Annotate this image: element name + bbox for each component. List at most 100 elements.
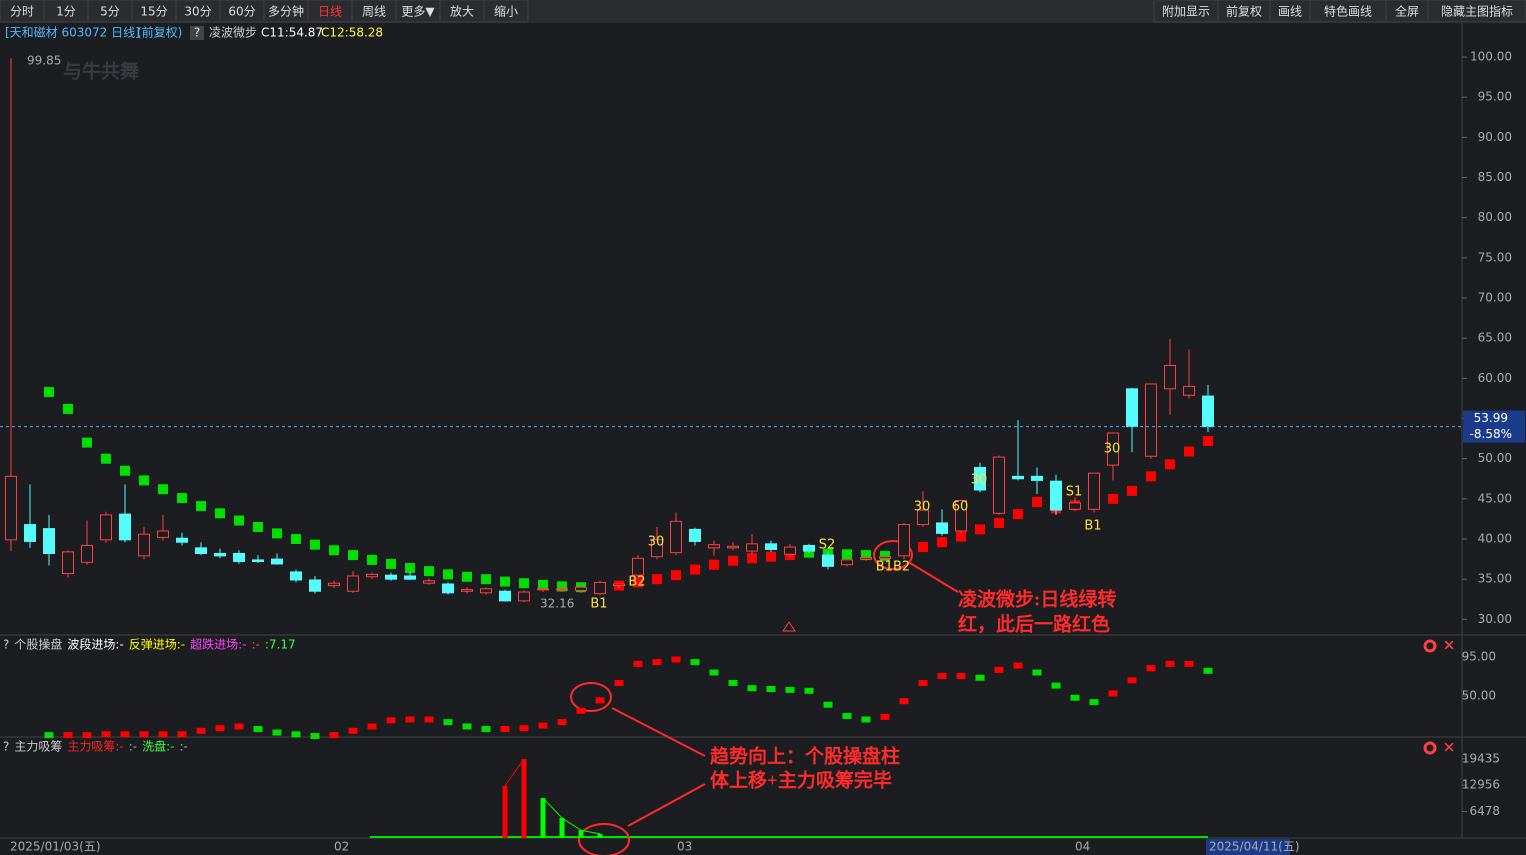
toolbar-button[interactable] [483, 0, 529, 23]
close-x[interactable]: ✕ [1443, 637, 1456, 655]
candle-body [955, 499, 967, 532]
signal-label: S1 [1066, 485, 1083, 500]
trail-block [918, 542, 928, 553]
toolbar-label[interactable]: 1分 [56, 5, 76, 19]
y-tick-label: 50.00 [1462, 689, 1496, 703]
indicator-block [1184, 660, 1194, 667]
toolbar-label[interactable]: 隐藏主图指标 [1441, 4, 1513, 19]
toolbar-label[interactable]: 全屏 [1395, 4, 1419, 19]
toolbar-label[interactable]: 缩小 [494, 4, 518, 19]
trail-block [215, 508, 225, 519]
signal-label: 30 [648, 535, 665, 550]
indicator-block [576, 707, 586, 714]
candle-body [347, 575, 359, 592]
trail-block [994, 517, 1004, 528]
signal-label: S2 [819, 538, 836, 553]
toolbar-label[interactable]: 30分 [184, 5, 211, 19]
change-pct: -8.58% [1470, 427, 1512, 441]
candle-body [1202, 395, 1214, 428]
y-tick-label: 75.00 [1478, 250, 1512, 264]
date-label: 2025/04/11(五) [1209, 840, 1300, 854]
trail-block [63, 403, 73, 414]
c2: C12:58.28 [321, 26, 383, 40]
candle-body [784, 546, 796, 555]
toolbar-label[interactable]: 前复权 [1226, 4, 1262, 19]
signal-label: 60 [952, 500, 969, 515]
toolbar-label[interactable]: 5分 [100, 5, 120, 19]
candle-body [271, 558, 283, 565]
signal-label: 30 [971, 473, 988, 488]
annotation: 体上移+主力吸筹完毕 [710, 768, 892, 791]
indicator-block [614, 679, 624, 686]
accumulation-bar [540, 798, 546, 838]
trail-block [538, 579, 548, 590]
indicator-block [424, 716, 434, 723]
panel-header: :- [180, 740, 188, 754]
toolbar-label[interactable]: 多分钟 [268, 4, 304, 19]
toolbar-button[interactable] [1427, 0, 1526, 23]
indicator-block [595, 697, 605, 704]
trail-block [709, 559, 719, 570]
toolbar-label[interactable]: 周线 [362, 5, 386, 19]
indicator-block [918, 679, 928, 686]
candle-body [613, 583, 625, 587]
toolbar-label[interactable]: 画线 [1278, 5, 1302, 19]
candle-body [765, 543, 777, 550]
help[interactable]: ? [194, 26, 200, 40]
annotation: 凌波微步:日线绿转 [958, 587, 1116, 610]
gear[interactable] [1423, 741, 1437, 755]
toolbar-label[interactable]: 分时 [10, 5, 34, 19]
trail-block [861, 550, 871, 561]
panel-header: 主力吸筹 [14, 740, 62, 754]
indicator-block [462, 723, 472, 730]
trail-block [196, 501, 206, 512]
candle-body [119, 513, 131, 541]
accumulation-bar [502, 785, 508, 838]
indicator-block [63, 732, 73, 739]
accumulation-line [504, 758, 525, 787]
gear[interactable] [1423, 639, 1437, 653]
toolbar-label[interactable]: 放大 [450, 4, 474, 19]
candle-body [1145, 383, 1157, 457]
candle-body [366, 573, 378, 578]
help-box[interactable] [190, 26, 204, 40]
trail-block [234, 515, 244, 526]
indicator-block [557, 719, 567, 726]
trail-block [272, 528, 282, 539]
panel-header: 反弹进场:- [129, 638, 185, 652]
panel-header: ? [3, 740, 9, 754]
trail-block [44, 387, 54, 398]
indicator-block [766, 686, 776, 693]
toolbar-label[interactable]: 15分 [140, 5, 167, 19]
gear-icons[interactable]: ✕ ✕ [1423, 637, 1456, 757]
indicator-block [1108, 690, 1118, 697]
y-tick-label: 65.00 [1478, 331, 1512, 345]
indicator-block [728, 679, 738, 686]
y-tick-label: 40.00 [1478, 532, 1512, 546]
toolbar-label[interactable]: 附加显示 [1162, 5, 1210, 19]
indicator-block [348, 727, 358, 734]
y-tick-label: 45.00 [1478, 491, 1512, 505]
accumulation-bar [559, 818, 565, 838]
close-x[interactable]: ✕ [1443, 739, 1456, 757]
candle-body [898, 524, 910, 557]
indicator-block [1127, 677, 1137, 684]
indicator-block [1146, 665, 1156, 672]
toolbar-label[interactable]: 更多▼ [401, 5, 435, 19]
trail-block [1165, 459, 1175, 470]
indicator-block [253, 726, 263, 733]
toolbar-label[interactable]: 日线 [318, 5, 342, 19]
y-tick-label: 12956 [1462, 778, 1500, 792]
indicator-block [481, 726, 491, 733]
trail-block [633, 577, 643, 588]
candle-body [689, 528, 701, 542]
toolbar-label[interactable]: 60分 [228, 5, 255, 19]
toolbar-label[interactable]: 特色画线 [1324, 4, 1372, 19]
indicator-block [538, 722, 548, 729]
circle [578, 823, 630, 855]
y-tick-label: 80.00 [1478, 210, 1512, 224]
y-tick-label: 70.00 [1478, 291, 1512, 305]
trail-block [158, 484, 168, 495]
adjust: (前复权) [137, 25, 182, 40]
